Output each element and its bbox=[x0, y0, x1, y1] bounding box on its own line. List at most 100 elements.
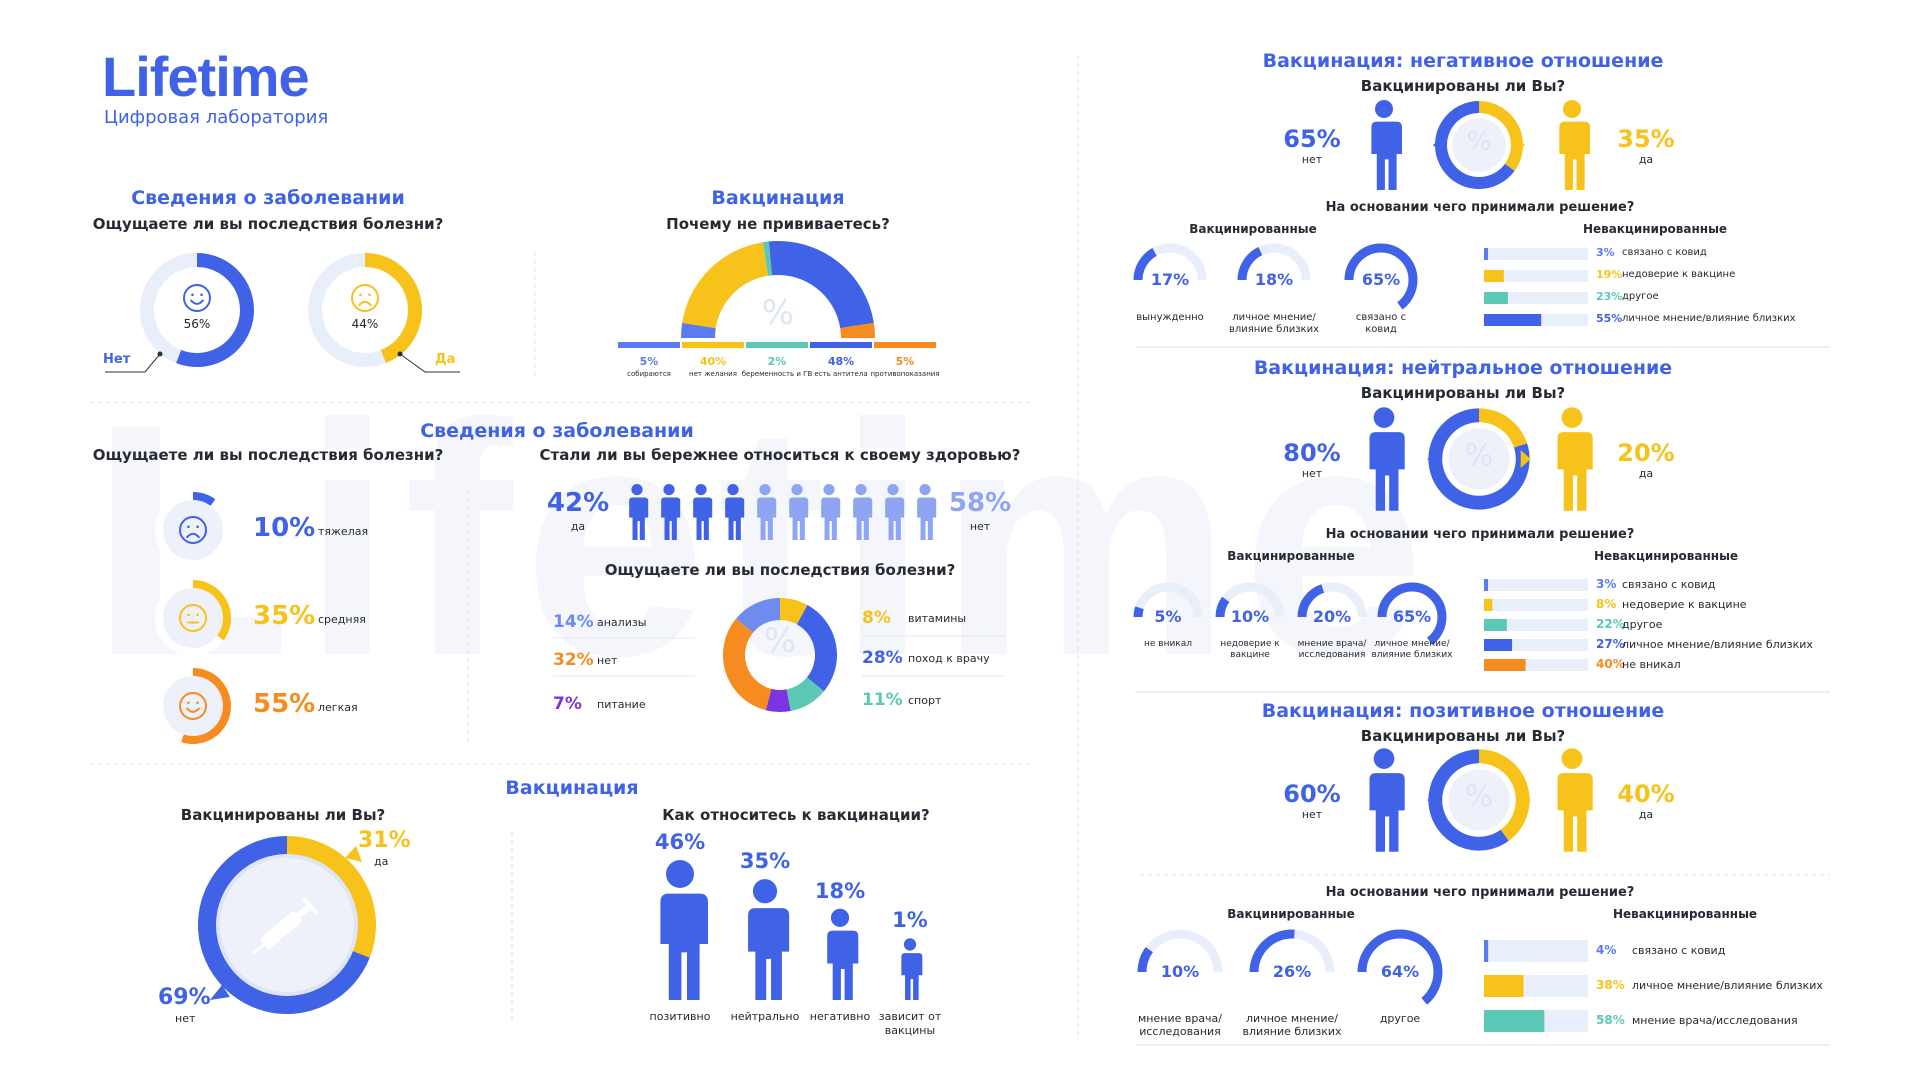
careful-person-4-body bbox=[757, 497, 777, 540]
pos-gauge-label-1: личное мнение/ bbox=[1246, 1012, 1338, 1025]
pos-bar-fill-2 bbox=[1484, 1010, 1545, 1032]
neu-bar-label-2: другое bbox=[1622, 618, 1663, 631]
neg-person-no-body bbox=[1371, 121, 1402, 190]
s4-vaccinated-question: Вакцинированы ли Вы? bbox=[180, 806, 386, 824]
neg-bar-value-2: 23% bbox=[1596, 290, 1623, 303]
careful-no-value: 58% bbox=[948, 488, 1012, 518]
brand-logo[interactable]: Lifetime bbox=[102, 45, 310, 108]
neg-yes-label: да bbox=[1638, 153, 1654, 166]
s2-legend-bar-0 bbox=[618, 342, 680, 348]
pos-gauge-value-2: 64% bbox=[1380, 962, 1420, 981]
attitude-person-3-body bbox=[901, 953, 923, 1000]
pos-no-ring bbox=[1428, 749, 1509, 851]
s1-no-rest bbox=[140, 253, 198, 363]
neg-bar-track-2 bbox=[1484, 292, 1588, 304]
s2-legend-value-2: 2% bbox=[767, 355, 787, 368]
s2-legend-label-1: нет желания bbox=[689, 370, 737, 378]
neg-yes-ring bbox=[1478, 101, 1523, 171]
careful-person-6-body bbox=[821, 497, 841, 540]
careful-person-3-head bbox=[727, 484, 739, 496]
pos-gauge-label-0: мнение врача/ bbox=[1137, 1012, 1223, 1025]
pos-title: Вакцинация: позитивное отношение bbox=[1261, 700, 1665, 722]
s1-no-ring bbox=[176, 253, 254, 367]
careful-person-0-body bbox=[629, 497, 649, 540]
pos-person-no bbox=[1369, 748, 1405, 852]
neu-gauge-label-2: мнение врача/ bbox=[1297, 639, 1367, 649]
effects-value-5: 11% bbox=[862, 690, 903, 710]
sev-value-0: 10% bbox=[253, 513, 316, 543]
effects-slice-0 bbox=[736, 598, 781, 634]
careful-person-8-body bbox=[885, 497, 905, 540]
s1-yes-sad-icon bbox=[351, 284, 379, 312]
sev-label-1: средняя bbox=[318, 613, 366, 626]
attitude-label-1: нейтрально bbox=[730, 1010, 800, 1023]
neu-gauge-arc-0 bbox=[1133, 606, 1144, 618]
s1-no-smile-icon bbox=[183, 284, 211, 312]
sev-bg-0 bbox=[155, 492, 231, 568]
effects-slice-3 bbox=[779, 598, 808, 625]
neu-person-yes bbox=[1557, 407, 1593, 511]
sev-face-2-icon-mouth bbox=[186, 707, 200, 713]
attitude-label-3: зависит от bbox=[878, 1010, 942, 1023]
effects-slice-5 bbox=[785, 676, 824, 711]
neu-gauge-arc-3 bbox=[1377, 582, 1447, 618]
pos-person-no-body bbox=[1369, 773, 1405, 852]
s2-legend-bar-1 bbox=[682, 342, 744, 348]
s3-title: Сведения о заболевании bbox=[420, 420, 694, 442]
s2-percent-icon: % bbox=[762, 293, 794, 333]
sev-face-0-icon-eye bbox=[196, 525, 199, 529]
attitude-label-3: вакцины bbox=[884, 1024, 936, 1037]
careful-person-9-body bbox=[917, 497, 937, 540]
neu-percent-icon: % bbox=[1465, 438, 1493, 473]
s2-legend-bar-2 bbox=[746, 342, 808, 348]
neu-unvacc-label: Невакцинированные bbox=[1593, 549, 1739, 563]
neg-bar-track-0 bbox=[1484, 248, 1588, 260]
neg-gauge-value-2: 65% bbox=[1361, 270, 1401, 289]
pos-bar-fill-1 bbox=[1484, 975, 1524, 997]
neu-bar-value-1: 8% bbox=[1596, 597, 1617, 611]
s4-yes-value: 31% bbox=[358, 828, 411, 853]
careful-person-3 bbox=[725, 484, 745, 540]
s4-no-value: 69% bbox=[158, 985, 211, 1010]
s1-yes-leader bbox=[399, 353, 460, 373]
careful-person-5-body bbox=[789, 497, 809, 540]
neg-gauge-arc-2 bbox=[1344, 243, 1418, 281]
effects-value-1: 32% bbox=[553, 650, 594, 670]
neu-bar-fill-1 bbox=[1484, 599, 1493, 611]
s1-yes-sad-icon-outline bbox=[351, 284, 379, 312]
s1-question: Ощущаете ли вы последствия болезни? bbox=[92, 215, 444, 233]
effects-value-2: 7% bbox=[553, 694, 582, 714]
neu-bar-track-2 bbox=[1484, 619, 1588, 631]
effects-slice-1 bbox=[723, 618, 772, 711]
neg-gauge-label-1: личное мнение/ bbox=[1232, 312, 1316, 323]
sev-value-1: 35% bbox=[253, 601, 316, 631]
careful-person-0-head bbox=[631, 484, 643, 496]
neu-bar-fill-4 bbox=[1484, 659, 1526, 671]
attitude-value-0: 46% bbox=[654, 830, 706, 854]
careful-yes-value: 42% bbox=[546, 488, 610, 518]
pos-person-yes-head bbox=[1561, 748, 1583, 769]
neg-bar-label-1: недоверие к вакцине bbox=[1622, 269, 1736, 280]
pos-gauge-value-0: 10% bbox=[1160, 962, 1200, 981]
s4-yes-label: да bbox=[374, 855, 389, 868]
neg-donut-inner bbox=[1452, 118, 1506, 172]
neg-gauge-label-2: связано с bbox=[1355, 312, 1407, 323]
neg-no-label: нет bbox=[1301, 153, 1323, 166]
pos-person-no-head bbox=[1373, 748, 1395, 769]
s2-arc-4 bbox=[840, 322, 876, 339]
s4-attitude-question: Как относитесь к вакцинации? bbox=[662, 806, 930, 824]
effects-percent-icon: % bbox=[764, 621, 796, 661]
neg-bar-fill-3 bbox=[1484, 314, 1542, 326]
neu-gauge-label-1: вакцине bbox=[1230, 650, 1270, 660]
s3-effects-question: Ощущаете ли вы последствия болезни? bbox=[604, 561, 956, 579]
neu-bar-value-2: 22% bbox=[1596, 617, 1625, 631]
neu-person-yes-body bbox=[1557, 432, 1593, 511]
neu-person-no-body bbox=[1369, 432, 1405, 511]
effects-label-1: нет bbox=[597, 654, 618, 667]
neg-unvacc-label: Невакцинированные bbox=[1582, 222, 1728, 236]
neg-person-yes bbox=[1559, 100, 1590, 190]
neu-vacc-label: Вакцинированные bbox=[1227, 549, 1355, 563]
neu-title: Вакцинация: нейтральное отношение bbox=[1253, 357, 1673, 379]
pos-unvacc-label: Невакцинированные bbox=[1612, 907, 1758, 921]
attitude-person-1 bbox=[748, 879, 790, 1001]
